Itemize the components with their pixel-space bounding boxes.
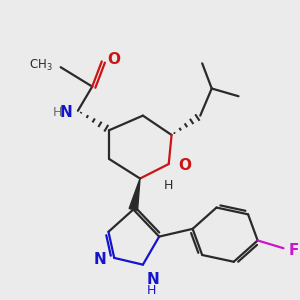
Text: CH$_3$: CH$_3$ <box>29 58 53 73</box>
Polygon shape <box>129 178 140 210</box>
Text: H: H <box>147 284 156 297</box>
Text: N: N <box>59 105 72 120</box>
Text: N: N <box>94 252 106 267</box>
Text: F: F <box>288 243 298 258</box>
Text: H: H <box>164 179 173 192</box>
Text: H: H <box>53 106 63 119</box>
Text: O: O <box>107 52 121 67</box>
Text: O: O <box>178 158 191 173</box>
Text: N: N <box>147 272 160 287</box>
